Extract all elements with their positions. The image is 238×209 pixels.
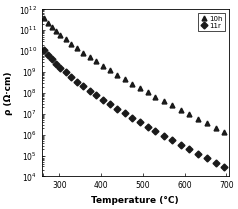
10h	[154, 96, 157, 98]
11r	[64, 71, 67, 74]
10h	[55, 29, 58, 32]
10h	[46, 22, 49, 24]
11r	[55, 62, 58, 65]
10h	[75, 47, 78, 49]
11r	[138, 121, 141, 124]
10h	[146, 91, 149, 94]
10h	[123, 78, 126, 80]
11r	[223, 166, 226, 168]
11r	[59, 66, 62, 69]
10h	[95, 60, 98, 63]
11r	[197, 153, 199, 155]
10h	[88, 56, 91, 58]
10h	[223, 130, 226, 133]
10h	[131, 82, 134, 85]
10h	[116, 73, 119, 76]
11r	[82, 85, 85, 87]
11r	[154, 130, 157, 133]
10h	[138, 87, 141, 89]
11r	[50, 58, 53, 61]
11r	[179, 143, 182, 146]
10h	[197, 117, 199, 120]
10h	[59, 33, 62, 36]
11r	[116, 107, 119, 110]
11r	[205, 157, 208, 159]
Legend: 10h, 11r: 10h, 11r	[198, 13, 225, 31]
11r	[123, 112, 126, 115]
10h	[82, 51, 85, 54]
11r	[88, 89, 91, 92]
X-axis label: Temperature (°C): Temperature (°C)	[91, 196, 179, 205]
10h	[205, 122, 208, 125]
Y-axis label: ρ (Ω·cm): ρ (Ω·cm)	[4, 71, 13, 115]
10h	[179, 109, 182, 111]
11r	[162, 135, 165, 137]
Line: 11r: 11r	[41, 48, 227, 169]
11r	[171, 139, 174, 141]
11r	[70, 76, 73, 78]
11r	[131, 117, 134, 119]
10h	[214, 126, 217, 129]
10h	[42, 17, 45, 19]
11r	[42, 49, 45, 52]
11r	[146, 125, 149, 128]
11r	[188, 148, 191, 150]
11r	[101, 98, 104, 101]
10h	[70, 42, 73, 45]
11r	[214, 161, 217, 164]
10h	[162, 100, 165, 102]
10h	[109, 69, 111, 72]
11r	[75, 80, 78, 83]
10h	[171, 104, 174, 107]
11r	[95, 94, 98, 96]
10h	[188, 113, 191, 116]
11r	[46, 54, 49, 56]
Line: 10h: 10h	[41, 16, 227, 134]
11r	[109, 103, 111, 105]
10h	[64, 38, 67, 40]
10h	[101, 64, 104, 67]
10h	[50, 25, 53, 28]
